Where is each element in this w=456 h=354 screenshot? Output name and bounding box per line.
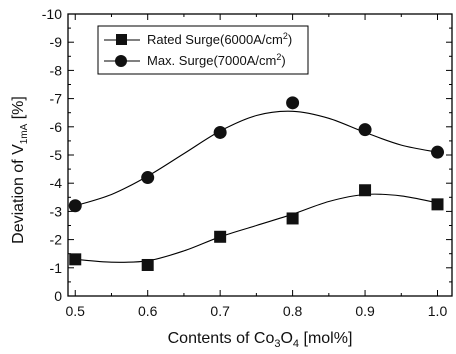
data-point-max	[358, 123, 372, 137]
x-tick-label: 0.8	[283, 303, 303, 319]
fit-curve-rated	[75, 193, 438, 263]
legend-marker-square	[116, 34, 127, 45]
data-point-rated	[69, 253, 82, 266]
y-tick-label: -2	[50, 232, 63, 248]
x-tick-label: 0.7	[210, 303, 230, 319]
x-tick-label: 1.0	[428, 303, 448, 319]
y-tick-label: -9	[50, 34, 63, 50]
legend-marker-circle	[115, 55, 127, 67]
y-tick-label: -3	[50, 203, 63, 219]
x-tick-label: 0.5	[66, 303, 86, 319]
data-markers	[68, 96, 445, 271]
data-point-rated	[214, 230, 227, 243]
y-tick-label: -8	[50, 62, 63, 78]
data-point-max	[431, 145, 445, 159]
legend: Rated Surge(6000A/cm2) Max. Surge(7000A/…	[97, 25, 309, 75]
data-point-rated	[141, 258, 154, 271]
y-tick-label: -5	[50, 147, 63, 163]
y-tick-label: -6	[50, 119, 63, 135]
y-tick-label: -1	[50, 260, 63, 276]
x-tick-label: 0.9	[355, 303, 375, 319]
legend-entry-rated-surge: Rated Surge(6000A/cm2)	[147, 31, 292, 47]
x-axis: 0.5 0.6 0.7 0.8 0.9 1.0	[66, 14, 448, 319]
fit-curves	[75, 110, 438, 263]
data-point-max	[68, 199, 82, 213]
y-tick-label: -10	[42, 6, 62, 22]
data-point-rated	[431, 198, 444, 211]
y-tick-label: 0	[54, 288, 62, 304]
data-point-max	[141, 171, 155, 185]
data-point-rated	[286, 212, 299, 225]
data-point-rated	[359, 184, 372, 197]
data-point-max	[286, 96, 300, 110]
y-tick-label: -7	[50, 91, 63, 107]
legend-entry-max-surge: Max. Surge(7000A/cm2)	[147, 52, 286, 68]
x-tick-label: 0.6	[138, 303, 158, 319]
x-axis-title: Contents of Co3O4 [mol%]	[168, 330, 353, 350]
data-point-max	[213, 125, 227, 139]
legend-box	[97, 25, 309, 75]
y-axis: 0 -1 -2 -3 -4 -5 -6 -7 -8 -9 -10	[42, 6, 452, 304]
y-axis-title: Deviation of V1mA [%]	[10, 96, 30, 244]
y-tick-label: -4	[50, 175, 63, 191]
fit-curve-max	[75, 110, 438, 207]
